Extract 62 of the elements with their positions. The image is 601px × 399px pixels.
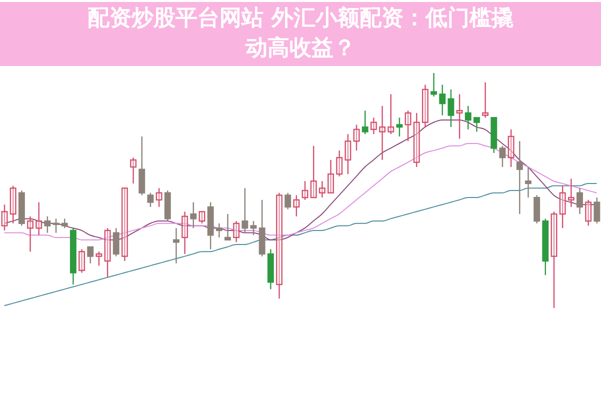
candlestick [52,218,60,234]
candlestick [293,194,300,217]
candlestick [190,202,197,229]
candlestick [585,199,592,226]
candlestick [473,117,480,132]
candlestick [147,192,154,208]
candlestick [344,134,352,175]
candlestick [216,222,222,238]
candlestick [534,194,540,224]
candlestick [379,105,386,161]
candlestick [130,157,137,184]
candlestick [525,166,532,198]
candlestick [318,180,326,198]
candlestick [388,94,394,135]
candlestick [112,228,120,257]
candlestick [508,128,514,168]
candlestick [138,136,146,196]
candlestick [276,192,282,300]
candlestick [78,248,85,274]
candlestick [156,188,162,208]
candlestick [250,220,257,236]
candlestick [44,216,51,234]
candlestick [499,145,506,168]
candlestick [439,84,446,116]
candlestick [10,185,16,224]
candlestick [568,178,574,208]
candlestick [328,159,334,194]
candlestick [404,110,412,142]
candlestick [336,150,343,177]
candlestick [182,211,188,255]
candlestick [61,218,68,229]
candlestick [104,228,111,278]
candlestick [550,211,558,308]
candlestick [482,82,489,118]
candlestick [284,192,292,210]
candlestick [27,216,34,252]
candlestick [302,180,308,200]
candlestick [516,140,523,215]
candlestick [456,94,463,140]
candlestick [96,251,102,266]
candlestick [448,88,454,128]
chart-title: 配资炒股平台网站 外汇小额配资：低门槛撬动高收益？ [86,4,514,63]
candlestick [422,84,428,128]
candlestick [413,112,420,168]
candlestick [576,188,583,215]
candlestick [172,228,180,264]
candlestick [36,202,42,236]
candlestick [233,220,240,243]
candlestick [362,110,368,135]
candlestick [310,145,317,198]
candlestick [370,117,377,135]
candlestick [121,188,128,262]
candlestick [87,246,94,264]
candlestick [198,211,206,224]
candlestick [353,124,360,152]
candlestick [430,73,438,98]
candlestick [594,196,600,224]
candlestick [242,188,248,234]
candlestick [559,185,566,229]
candlestick [224,213,231,240]
candlestick [464,105,472,130]
candlestick [396,117,403,138]
